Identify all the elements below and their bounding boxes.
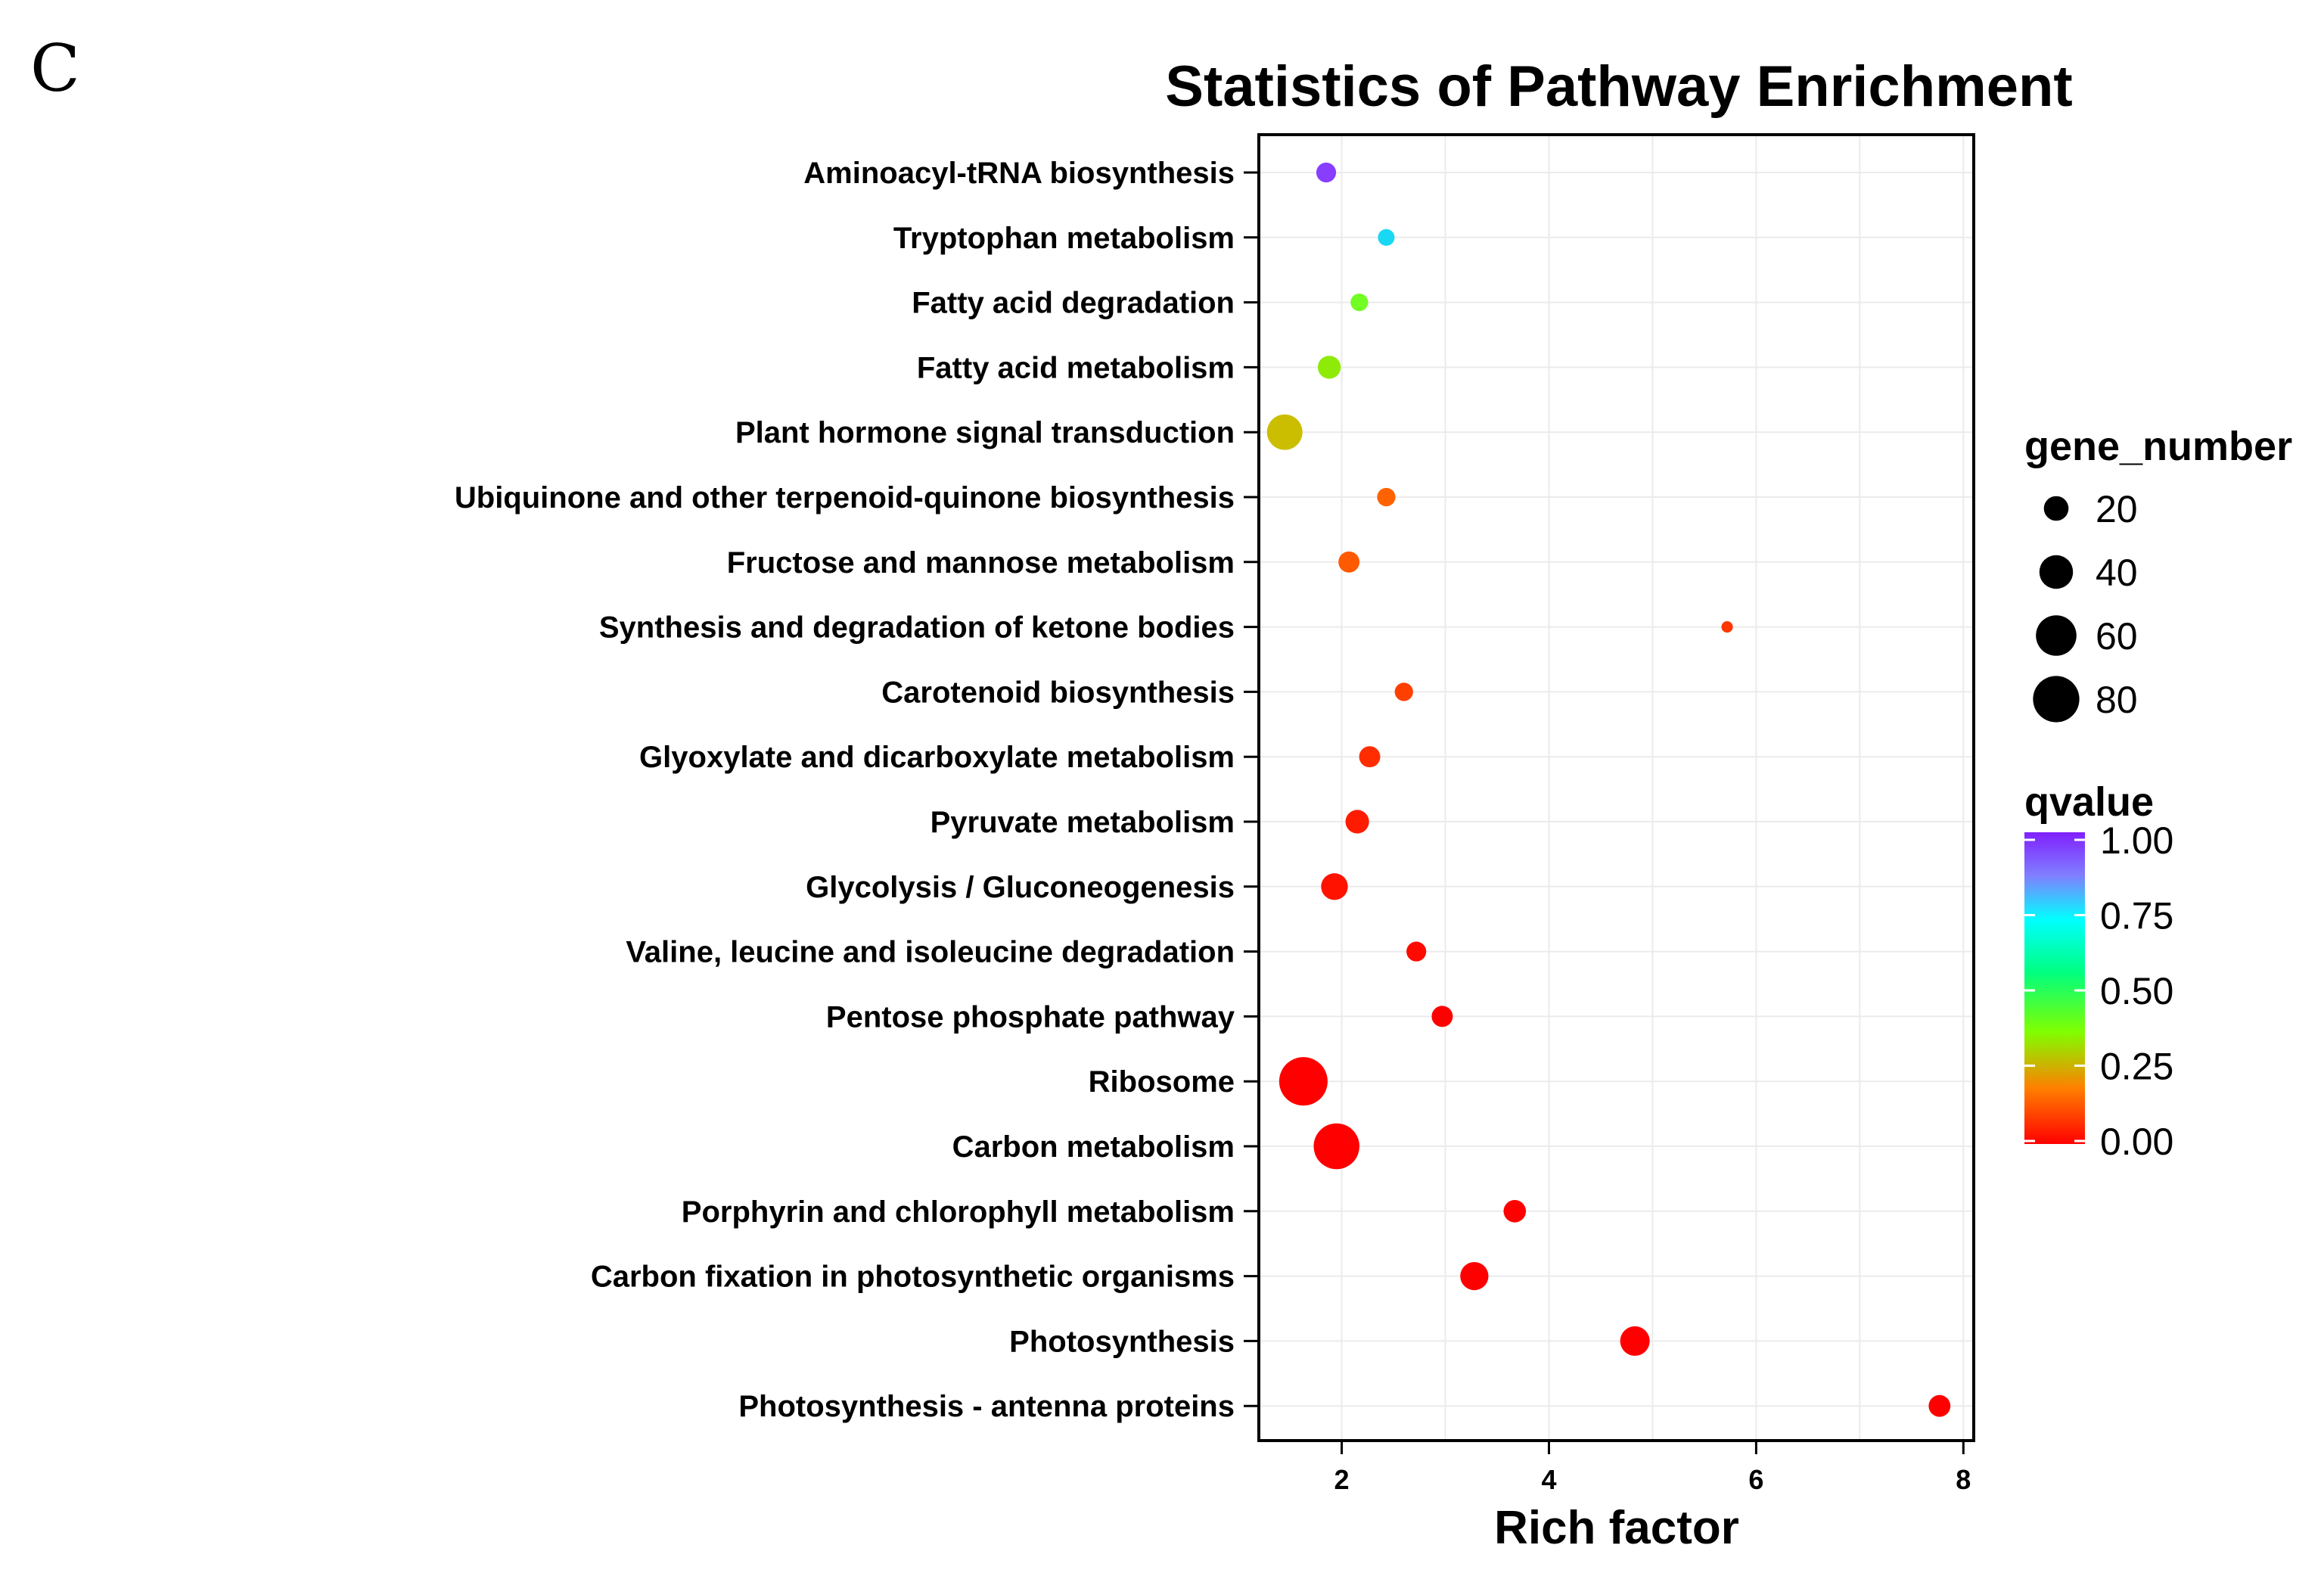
data-point xyxy=(1406,941,1427,962)
y-tick-label: Fatty acid degradation xyxy=(912,287,1235,320)
y-tick-label: Glycolysis / Gluconeogenesis xyxy=(806,871,1235,904)
grid-lines xyxy=(1259,135,1974,1441)
x-tick-label: 8 xyxy=(1956,1464,1971,1495)
y-tick-label: Synthesis and degradation of ketone bodi… xyxy=(599,611,1235,645)
data-point xyxy=(1317,356,1341,379)
y-tick-label: Plant hormone signal transduction xyxy=(735,416,1235,449)
data-point xyxy=(1316,162,1337,183)
size-legend-label: 80 xyxy=(2096,679,2138,721)
x-axis-title: Rich factor xyxy=(1494,1502,1739,1554)
size-legend-label: 40 xyxy=(2096,552,2138,594)
size-legend-dot xyxy=(2033,676,2080,723)
chart-title: Statistics of Pathway Enrichment xyxy=(1165,54,2072,119)
y-tick-label: Ubiquinone and other terpenoid-quinone b… xyxy=(455,481,1235,514)
y-tick-label: Carotenoid biosynthesis xyxy=(881,676,1235,709)
size-legend: 20 40 60 80 xyxy=(2033,488,2138,723)
y-tick-label: Carbon metabolism xyxy=(952,1130,1235,1164)
data-point xyxy=(1460,1261,1489,1291)
data-point xyxy=(1394,682,1413,701)
data-point xyxy=(1378,228,1395,246)
y-tick-label: Aminoacyl-tRNA biosynthesis xyxy=(803,157,1235,190)
data-point xyxy=(1266,414,1303,450)
size-legend-label: 60 xyxy=(2096,615,2138,657)
y-tick-label: Fructose and mannose metabolism xyxy=(727,546,1235,580)
color-legend-ticks: 1.00 0.75 0.50 0.25 0.00 xyxy=(2024,819,2173,1163)
qvalue-colorbar xyxy=(2024,832,2085,1144)
colorbar-label: 0.00 xyxy=(2100,1121,2173,1163)
data-point xyxy=(1279,1057,1328,1106)
data-point xyxy=(1928,1394,1951,1417)
data-point xyxy=(1377,487,1396,507)
panel-letter: C xyxy=(30,31,80,107)
color-legend-title: qvalue xyxy=(2024,779,2154,825)
y-tick-label: Photosynthesis - antenna proteins xyxy=(738,1390,1235,1423)
colorbar-label: 0.75 xyxy=(2100,895,2173,937)
colorbar-label: 0.50 xyxy=(2100,970,2173,1012)
data-point xyxy=(1350,294,1369,312)
x-tick-label: 2 xyxy=(1334,1464,1350,1495)
y-tick-label: Tryptophan metabolism xyxy=(893,222,1235,255)
y-tick-label: Valine, leucine and isoleucine degradati… xyxy=(626,936,1235,969)
y-tick-label: Photosynthesis xyxy=(1009,1325,1235,1358)
y-tick-label: Pentose phosphate pathway xyxy=(826,1000,1235,1034)
x-tick-label: 6 xyxy=(1748,1464,1763,1495)
x-axis-ticks: 2 4 6 8 xyxy=(1334,1441,1971,1495)
size-legend-dot xyxy=(2043,496,2069,521)
y-tick-label: Carbon fixation in photosynthetic organi… xyxy=(591,1261,1235,1294)
data-point xyxy=(1321,873,1348,900)
plot-panel-border xyxy=(1257,133,1975,1442)
y-tick-label: Pyruvate metabolism xyxy=(931,806,1235,839)
data-point xyxy=(1431,1006,1453,1027)
data-point xyxy=(1313,1123,1359,1170)
x-tick-label: 4 xyxy=(1541,1464,1556,1495)
data-point xyxy=(1503,1200,1527,1223)
data-point xyxy=(1359,746,1381,768)
data-point xyxy=(1620,1326,1650,1356)
data-point xyxy=(1338,551,1360,573)
colorbar-label: 0.25 xyxy=(2100,1046,2173,1088)
size-legend-label: 20 xyxy=(2096,488,2138,530)
colorbar-label: 1.00 xyxy=(2100,819,2173,862)
data-point xyxy=(1721,621,1733,633)
size-legend-title: gene_number xyxy=(2024,424,2292,469)
y-axis-labels: Aminoacyl-tRNA biosynthesis Tryptophan me… xyxy=(455,157,1259,1423)
y-tick-label: Glyoxylate and dicarboxylate metabolism xyxy=(639,741,1235,774)
data-points xyxy=(1266,162,1951,1417)
y-tick-label: Porphyrin and chlorophyll metabolism xyxy=(682,1195,1235,1229)
y-tick-label: Fatty acid metabolism xyxy=(917,351,1235,384)
data-point xyxy=(1345,810,1369,834)
y-tick-label: Ribosome xyxy=(1089,1065,1235,1099)
size-legend-dot xyxy=(2036,615,2077,656)
size-legend-dot xyxy=(2039,555,2074,589)
